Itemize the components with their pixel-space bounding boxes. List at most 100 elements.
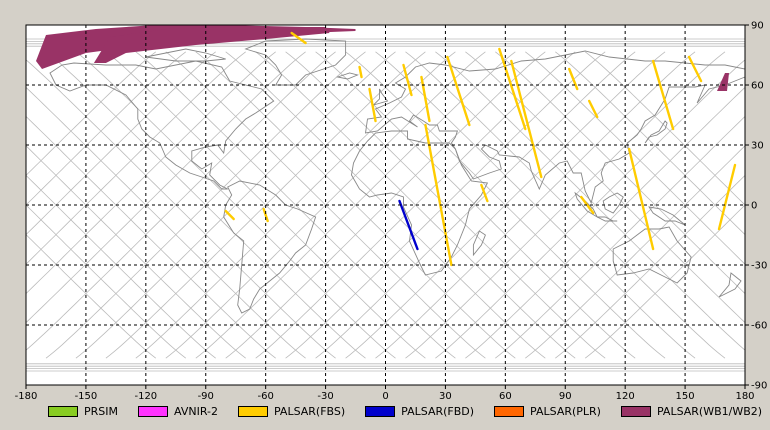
wb-swath bbox=[36, 25, 356, 69]
y-tick-label: 60 bbox=[751, 81, 764, 92]
fbs-segment bbox=[420, 75, 431, 123]
orbit-track bbox=[26, 51, 157, 176]
legend-label: PALSAR(WB1/WB2) bbox=[656, 404, 763, 418]
fbs-segment bbox=[446, 55, 471, 127]
fbs-segment bbox=[588, 99, 599, 119]
x-tick-label: -150 bbox=[75, 391, 98, 402]
fbs-segment bbox=[651, 59, 675, 131]
legend-swatch bbox=[237, 405, 268, 417]
x-tick-label: 150 bbox=[676, 391, 695, 402]
fbs-segment bbox=[568, 67, 579, 91]
orbit-track bbox=[26, 234, 157, 359]
orbit-track bbox=[135, 51, 456, 359]
orbit-track bbox=[26, 59, 336, 359]
coastline bbox=[244, 38, 347, 86]
y-tick-label: -60 bbox=[751, 321, 767, 332]
coastline bbox=[644, 120, 668, 144]
orbit-track bbox=[195, 51, 516, 359]
fbd-segment bbox=[398, 199, 419, 251]
legend-label: PALSAR(PLR) bbox=[530, 404, 601, 418]
orbit-track bbox=[555, 51, 745, 236]
coastline bbox=[364, 50, 746, 205]
legend: PRSIM AVNIR-2 PALSAR(FBS) PALSAR(FBD) PA… bbox=[48, 403, 768, 419]
fbs-segment bbox=[498, 47, 527, 131]
x-tick-label: -180 bbox=[15, 391, 38, 402]
x-tick-label: 30 bbox=[439, 391, 452, 402]
coastline bbox=[371, 88, 389, 106]
x-tick-label: 90 bbox=[559, 391, 572, 402]
coastline bbox=[596, 216, 618, 222]
y-tick-label: -30 bbox=[751, 261, 767, 272]
orbit-track bbox=[26, 115, 276, 359]
coastline bbox=[223, 180, 317, 314]
x-tick-label: -90 bbox=[198, 391, 214, 402]
y-tick-label: -90 bbox=[751, 381, 767, 392]
fbs-segment bbox=[717, 163, 737, 231]
coastline bbox=[49, 60, 275, 190]
orbit-track bbox=[584, 51, 745, 206]
legend-item: AVNIR-2 bbox=[138, 405, 218, 418]
orbit-track bbox=[75, 51, 396, 359]
legend-label: PALSAR(FBD) bbox=[401, 404, 475, 418]
fbs-segment bbox=[262, 207, 269, 223]
legend-item: PALSAR(FBS) bbox=[237, 404, 346, 418]
orbit-track bbox=[315, 51, 636, 359]
x-tick-label: -30 bbox=[317, 391, 333, 402]
orbit-track bbox=[26, 51, 187, 206]
x-tick-label: 180 bbox=[735, 391, 754, 402]
observation-swaths bbox=[36, 25, 737, 267]
legend-item: PALSAR(FBD) bbox=[365, 405, 474, 418]
orbit-track bbox=[584, 204, 745, 359]
orbit-track bbox=[495, 51, 745, 295]
legend-item: PRSIM bbox=[48, 405, 118, 418]
y-tick-label: 0 bbox=[751, 201, 757, 212]
fbs-segment bbox=[480, 183, 489, 203]
x-tick-label: 0 bbox=[382, 391, 388, 402]
fbs-segment bbox=[358, 65, 363, 79]
fbs-segment bbox=[580, 195, 595, 215]
x-tick-label: 120 bbox=[616, 391, 635, 402]
legend-swatch bbox=[620, 405, 651, 417]
fbs-segment bbox=[687, 55, 703, 83]
x-tick-label: -120 bbox=[134, 391, 157, 402]
coastlines bbox=[49, 38, 746, 314]
fbs-segment bbox=[627, 147, 655, 251]
coastline bbox=[145, 48, 226, 62]
coastline bbox=[612, 226, 692, 284]
y-tick-label: 30 bbox=[751, 141, 764, 152]
legend-item: PALSAR(WB1/WB2) bbox=[620, 404, 763, 418]
legend-label: PALSAR(FBS) bbox=[273, 404, 346, 418]
fbs-segment bbox=[402, 63, 413, 97]
legend-swatch bbox=[138, 405, 168, 417]
fbs-segment bbox=[368, 87, 377, 123]
x-tick-label: -60 bbox=[257, 391, 273, 402]
fbs-segment bbox=[424, 123, 453, 267]
coastline bbox=[718, 272, 742, 298]
fbs-segment bbox=[224, 209, 235, 221]
orbit-track bbox=[26, 204, 187, 359]
orbit-track bbox=[435, 51, 745, 351]
wb-swath bbox=[717, 73, 729, 91]
coastline bbox=[472, 230, 486, 257]
orbit-track bbox=[255, 51, 576, 359]
fbs-segment bbox=[510, 59, 543, 179]
legend-swatch bbox=[48, 405, 78, 417]
axis-ticks: -180 -150 -120 -90 -60 -30 0 30 60 90 120 150 180 90 6… bbox=[15, 21, 768, 403]
wb-swath bbox=[93, 27, 330, 63]
coastline bbox=[648, 206, 686, 226]
coastline bbox=[351, 130, 489, 276]
coastline bbox=[335, 72, 359, 80]
legend-label: PRSIM bbox=[84, 404, 118, 418]
x-tick-label: 60 bbox=[499, 391, 512, 402]
legend-swatch bbox=[494, 405, 525, 417]
lat-lon-grid bbox=[26, 25, 745, 385]
y-tick-label: 90 bbox=[751, 21, 764, 32]
legend-swatch bbox=[365, 405, 396, 417]
fbs-segment bbox=[290, 31, 307, 45]
orbit-track bbox=[375, 51, 696, 359]
coastline bbox=[602, 192, 624, 214]
legend-item: PALSAR(PLR) bbox=[494, 405, 601, 418]
legend-label: AVNIR-2 bbox=[174, 404, 218, 418]
